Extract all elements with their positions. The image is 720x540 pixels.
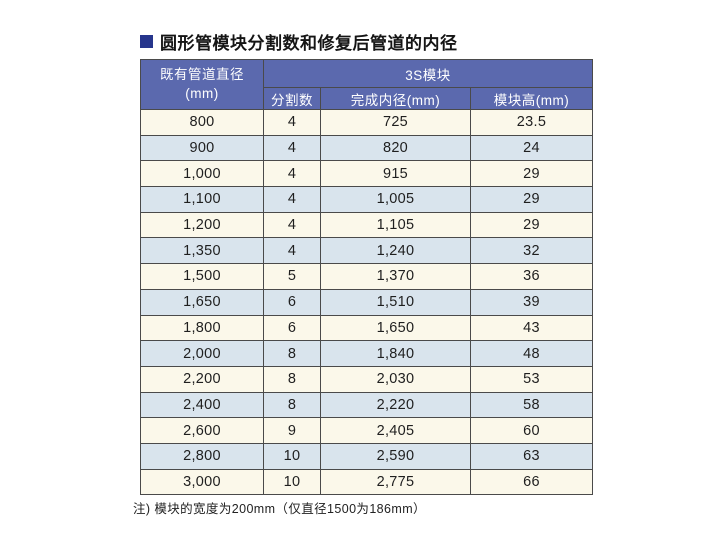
table-cell: 3,000 — [140, 468, 264, 496]
table-cell: 800 — [140, 109, 264, 136]
table-body: 800 4 725 23.5 900 4 820 24 1,000 4 915 29 1,100 4 1,0… — [140, 109, 594, 496]
table-row: 800 4 725 23.5 — [140, 109, 594, 136]
table-cell: 900 — [140, 134, 264, 162]
table-row: 1,800 6 1,650 43 — [140, 314, 594, 342]
table-cell: 1,840 — [320, 340, 471, 367]
table-cell: 1,005 — [320, 186, 471, 213]
table-cell: 2,405 — [320, 417, 471, 444]
table-row: 1,200 4 1,105 29 — [140, 211, 594, 239]
table-cell: 1,100 — [140, 186, 264, 213]
table-cell: 29 — [469, 160, 594, 188]
table-header: 既有管道直径 (mm) 3S模块 分割数 完成内径(mm) 模块高(mm) — [140, 59, 594, 110]
table-row: 2,200 8 2,030 53 — [140, 365, 594, 393]
table-row: 1,500 5 1,370 36 — [140, 263, 594, 290]
table-cell: 5 — [263, 263, 321, 290]
header-row-group: 既有管道直径 (mm) 3S模块 — [140, 59, 594, 110]
table-row: 900 4 820 24 — [140, 134, 594, 162]
table-row: 1,350 4 1,240 32 — [140, 237, 594, 265]
table-cell: 1,800 — [140, 314, 264, 342]
table-cell: 58 — [469, 391, 594, 419]
table-cell: 10 — [263, 442, 321, 470]
table-row: 2,400 8 2,220 58 — [140, 391, 594, 419]
table-cell: 8 — [263, 391, 321, 419]
table-cell: 1,350 — [140, 237, 264, 265]
table-cell: 2,400 — [140, 391, 264, 419]
table-row: 1,100 4 1,005 29 — [140, 186, 594, 213]
table-cell: 9 — [263, 417, 321, 444]
col-group-header-3s-module: 3S模块 — [262, 59, 594, 88]
table-cell: 725 — [320, 109, 471, 136]
table-cell: 1,000 — [140, 160, 264, 188]
table-cell: 4 — [263, 134, 321, 162]
table-cell: 1,650 — [140, 288, 264, 316]
table-row: 2,800 10 2,590 63 — [140, 442, 594, 470]
table-cell: 24 — [469, 134, 594, 162]
table-cell: 2,590 — [320, 442, 471, 470]
table-cell: 1,500 — [140, 263, 264, 290]
table-row: 1,650 6 1,510 39 — [140, 288, 594, 316]
table-cell: 4 — [263, 186, 321, 213]
table-cell: 4 — [263, 160, 321, 188]
table-row: 3,000 10 2,775 66 — [140, 468, 594, 496]
table-cell: 29 — [469, 211, 594, 239]
table-cell: 2,000 — [140, 340, 264, 367]
col-header-existing-pipe-diameter-line2: (mm) — [185, 85, 219, 101]
table-cell: 2,030 — [320, 365, 471, 393]
header-row-sub: 分割数 完成内径(mm) 模块高(mm) — [141, 87, 594, 110]
title-bullet-icon — [140, 35, 153, 48]
pipe-module-table: 既有管道直径 (mm) 3S模块 分割数 完成内径(mm) 模块高(mm) 80… — [140, 59, 594, 496]
table-cell: 43 — [469, 314, 594, 342]
table-row: 2,000 8 1,840 48 — [140, 340, 594, 367]
table-cell: 29 — [469, 186, 594, 213]
section-title-text: 圆形管模块分割数和修复后管道的内径 — [160, 34, 458, 53]
table-cell: 53 — [469, 365, 594, 393]
table-cell: 1,105 — [320, 211, 471, 239]
table-cell: 915 — [320, 160, 471, 188]
table-cell: 1,650 — [320, 314, 471, 342]
table-cell: 4 — [263, 109, 321, 136]
table-cell: 1,240 — [320, 237, 471, 265]
table-cell: 820 — [320, 134, 471, 162]
table-cell: 36 — [469, 263, 594, 290]
table-cell: 2,600 — [140, 417, 264, 444]
col-header-existing-pipe-diameter: 既有管道直径 (mm) — [140, 59, 264, 110]
table-cell: 2,775 — [320, 468, 471, 496]
col-header-segment-count: 分割数 — [263, 87, 321, 110]
table-cell: 1,200 — [140, 211, 264, 239]
table-cell: 1,510 — [320, 288, 471, 316]
table-cell: 32 — [469, 237, 594, 265]
table-cell: 2,800 — [140, 442, 264, 470]
col-header-existing-pipe-diameter-line1: 既有管道直径 — [160, 67, 244, 83]
table-cell: 66 — [469, 468, 594, 496]
table-cell: 2,220 — [320, 391, 471, 419]
table-cell: 1,370 — [320, 263, 471, 290]
table-cell: 48 — [469, 340, 594, 367]
table-cell: 4 — [263, 237, 321, 265]
table-cell: 8 — [263, 365, 321, 393]
col-header-finished-inner-diameter: 完成内径(mm) — [320, 87, 471, 110]
table-cell: 4 — [263, 211, 321, 239]
table-cell: 60 — [469, 417, 594, 444]
table-cell: 63 — [469, 442, 594, 470]
footnote: 注) 模块的宽度为200mm（仅直径1500为186mm） — [133, 502, 426, 516]
table-row: 2,600 9 2,405 60 — [140, 417, 594, 444]
section-title: 圆形管模块分割数和修复后管道的内径 — [140, 29, 458, 54]
table-cell: 23.5 — [469, 109, 594, 136]
table-cell: 6 — [263, 314, 321, 342]
table-cell: 2,200 — [140, 365, 264, 393]
table-cell: 8 — [263, 340, 321, 367]
table-cell: 10 — [263, 468, 321, 496]
col-header-module-height: 模块高(mm) — [469, 87, 594, 110]
table-cell: 6 — [263, 288, 321, 316]
table-row: 1,000 4 915 29 — [140, 160, 594, 188]
table-cell: 39 — [469, 288, 594, 316]
